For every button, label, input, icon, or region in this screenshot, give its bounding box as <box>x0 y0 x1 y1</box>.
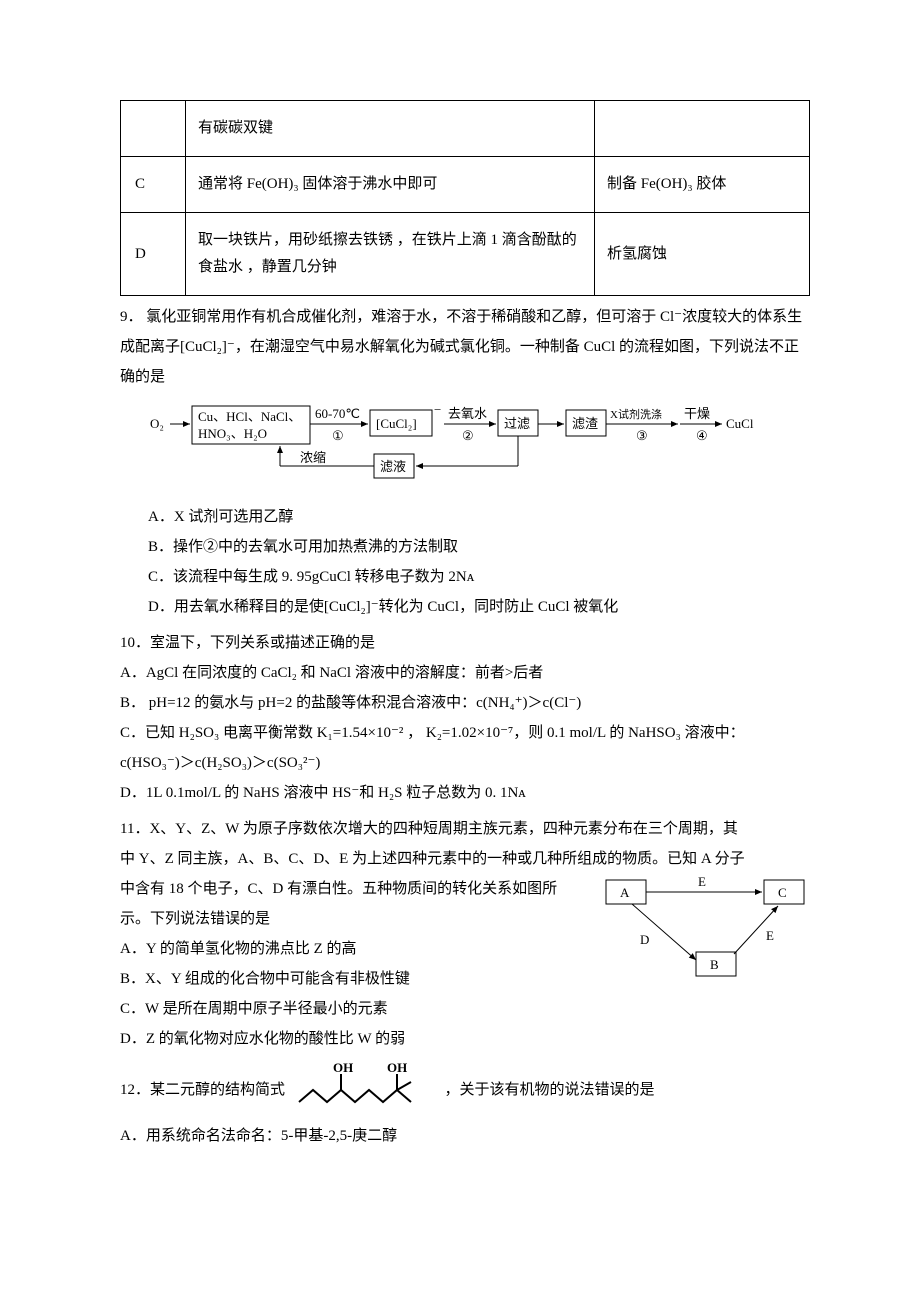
q11-stem-1: 11．X、Y、Z、W 为原子序数依次增大的四种短周期主族元素，四种元素分布在三个… <box>120 814 810 844</box>
node-c: C <box>778 885 787 900</box>
q11-svg: A C B E D E <box>600 874 810 984</box>
flow-box1-l1: Cu、HCl、NaCl、 <box>198 409 301 424</box>
table-row: D 取一块铁片，用砂纸擦去铁锈 ，在铁片上滴 1 滴含酚酞的食盐水 ，静置几分钟… <box>121 213 810 296</box>
q12-stem-post: ，关于该有机物的说法错误的是 <box>445 1082 655 1098</box>
question-11: 11．X、Y、Z、W 为原子序数依次增大的四种短周期主族元素，四种元素分布在三个… <box>120 814 810 1054</box>
row-mid: 有碳碳双键 <box>186 101 595 157</box>
q9-opt-d: D．用去氧水稀释目的是使[CuCl₂]⁻转化为 CuCl，同时防止 CuCl 被… <box>120 592 810 622</box>
q10-opt-a: A．AgCl 在同浓度的 CaCl₂ 和 NaCl 溶液中的溶解度：前者>后者 <box>120 658 810 688</box>
q11-stem-2: 中 Y、Z 同主族，A、B、C、D、E 为上述四种元素中的一种或几种所组成的物质… <box>120 844 810 874</box>
q9-opt-c: C．该流程中每生成 9. 95gCuCl 转移电子数为 2Nᴀ <box>120 562 810 592</box>
flow-step2-top: 去氧水 <box>448 406 487 421</box>
flow-step2-bot: ② <box>462 428 474 443</box>
row-key: C <box>121 157 186 213</box>
node-b: B <box>710 957 719 972</box>
q9-flow-diagram: O₂ Cu、HCl、NaCl、 HNO₃、H₂O 60-70℃ ① [CuCl₂… <box>150 400 810 496</box>
flow-out: CuCl <box>726 416 754 431</box>
flow-box2: [CuCl₂] <box>376 416 417 431</box>
q9-opt-b: B．操作②中的去氧水可用加热煮沸的方法制取 <box>120 532 810 562</box>
flow-step4-bot: ④ <box>696 428 708 443</box>
q10-opt-b: B． pH=12 的氨水与 pH=2 的盐酸等体积混合溶液中：c(NH₄⁺)＞c… <box>120 688 810 718</box>
node-a: A <box>620 885 630 900</box>
q12-opt-a: A．用系统命名法命名：5-甲基-2,5-庚二醇 <box>120 1121 810 1151</box>
q10-opt-c: C．已知 H₂SO₃ 电离平衡常数 K₁=1.54×10⁻² ， K₂=1.02… <box>120 718 810 748</box>
q9-opt-a: A．X 试剂可选用乙醇 <box>120 502 810 532</box>
row-key: D <box>121 213 186 296</box>
flow-svg: O₂ Cu、HCl、NaCl、 HNO₃、H₂O 60-70℃ ① [CuCl₂… <box>150 400 790 496</box>
row-mid: 通常将 Fe(OH)₃ 固体溶于沸水中即可 <box>186 157 595 213</box>
row-right: 制备 Fe(OH)₃ 胶体 <box>595 157 810 213</box>
row-right: 析氢腐蚀 <box>595 213 810 296</box>
flow-step1-bot: ① <box>332 428 344 443</box>
flow-box4: 滤渣 <box>572 416 598 431</box>
question-12: 12．某二元醇的结构简式 OH OH ，关于该有机物的说法错误的是 A．用系统命… <box>120 1060 810 1151</box>
q11-diagram: A C B E D E <box>600 874 810 995</box>
flow-o2: O₂ <box>150 416 164 431</box>
flow-step1-top: 60-70℃ <box>315 406 360 421</box>
question-10: 10．室温下，下列关系或描述正确的是 A．AgCl 在同浓度的 CaCl₂ 和 … <box>120 628 810 808</box>
edge-e-right: E <box>766 928 774 943</box>
row-key <box>121 101 186 157</box>
flow-box1-l2: HNO₃、H₂O <box>198 426 267 441</box>
q11-opt-c: C．W 是所在周期中原子半径最小的元素 <box>120 994 810 1024</box>
mol-oh2: OH <box>387 1060 407 1075</box>
options-table: 有碳碳双键 C 通常将 Fe(OH)₃ 固体溶于沸水中即可 制备 Fe(OH)₃… <box>120 100 810 296</box>
flow-step4-top: 干燥 <box>684 406 710 421</box>
row-mid: 取一块铁片，用砂纸擦去铁锈 ，在铁片上滴 1 滴含酚酞的食盐水 ，静置几分钟 <box>186 213 595 296</box>
q12-stem-pre: 12．某二元醇的结构简式 <box>120 1082 285 1098</box>
edge-e-top: E <box>698 874 706 889</box>
q9-stem: 9． 氯化亚铜常用作有机合成催化剂，难溶于水，不溶于稀硝酸和乙醇，但可溶于 Cl… <box>120 302 810 392</box>
flow-step3-bot: ③ <box>636 428 648 443</box>
mol-oh1: OH <box>333 1060 353 1075</box>
question-9: 9． 氯化亚铜常用作有机合成催化剂，难溶于水，不溶于稀硝酸和乙醇，但可溶于 Cl… <box>120 302 810 622</box>
q10-opt-c2: c(HSO₃⁻)＞c(H₂SO₃)＞c(SO₃²⁻) <box>120 748 810 778</box>
flow-step3-top: X试剂洗涤 <box>610 407 662 421</box>
flow-filtrate: 滤液 <box>380 459 406 474</box>
flow-box3: 过滤 <box>504 416 530 431</box>
flow-box2-sup: − <box>434 402 441 417</box>
table-row: C 通常将 Fe(OH)₃ 固体溶于沸水中即可 制备 Fe(OH)₃ 胶体 <box>121 157 810 213</box>
row-right <box>595 101 810 157</box>
q10-opt-d: D．1L 0.1mol/L 的 NaHS 溶液中 HS⁻和 H₂S 粒子总数为 … <box>120 778 810 808</box>
flow-conc: 浓缩 <box>300 450 326 465</box>
q12-structure: OH OH <box>295 1060 435 1121</box>
q10-stem: 10．室温下，下列关系或描述正确的是 <box>120 628 810 658</box>
edge-d: D <box>640 932 649 947</box>
q11-opt-d: D．Z 的氧化物对应水化物的酸性比 W 的弱 <box>120 1024 810 1054</box>
table-row: 有碳碳双键 <box>121 101 810 157</box>
